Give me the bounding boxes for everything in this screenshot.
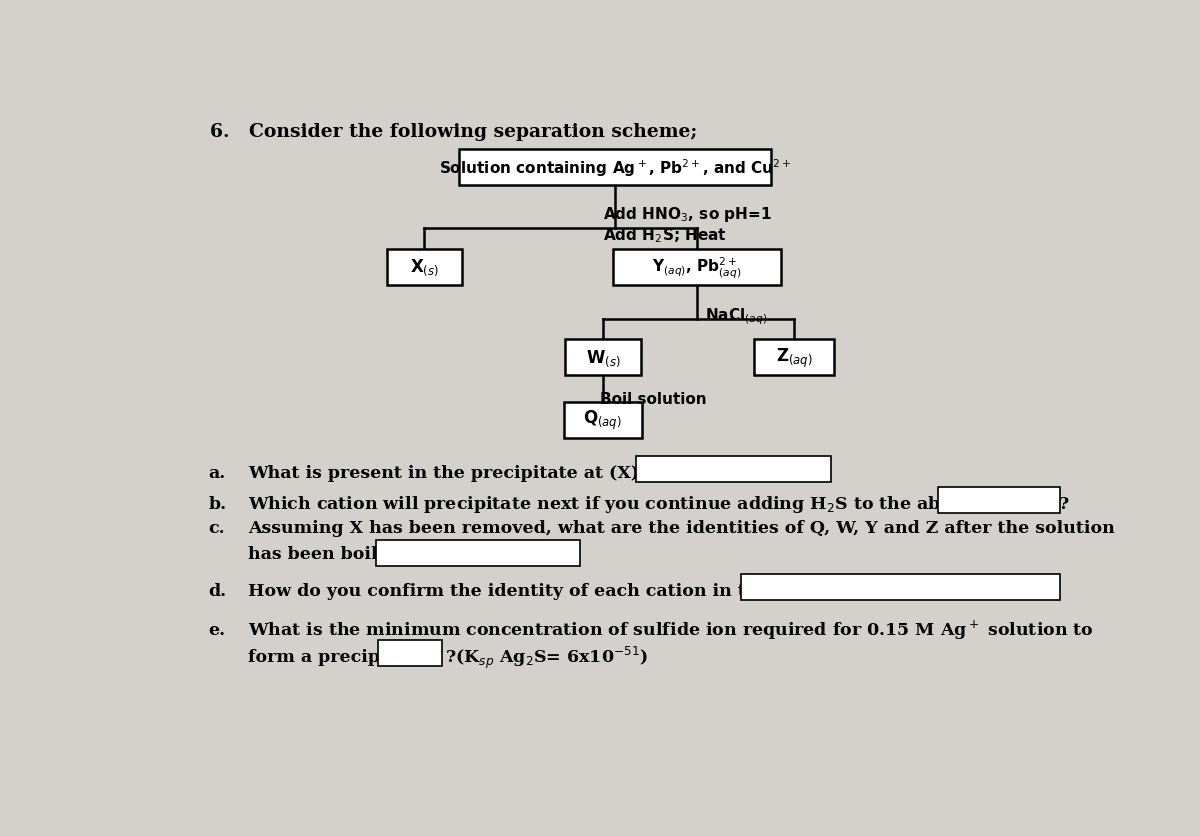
FancyBboxPatch shape xyxy=(565,339,641,376)
FancyBboxPatch shape xyxy=(636,457,830,482)
Text: W$_{(s)}$: W$_{(s)}$ xyxy=(586,348,620,368)
Text: ?(K$_{sp}$ Ag$_2$S= 6x10$^{-51}$): ?(K$_{sp}$ Ag$_2$S= 6x10$^{-51}$) xyxy=(445,644,648,670)
Text: b.: b. xyxy=(209,496,227,512)
Text: Z$_{(aq)}$: Z$_{(aq)}$ xyxy=(776,346,812,370)
FancyBboxPatch shape xyxy=(386,250,462,286)
FancyBboxPatch shape xyxy=(937,488,1061,513)
Text: e.: e. xyxy=(209,621,226,638)
Text: Add HNO$_3$, so pH=1
Add H$_2$S; Heat: Add HNO$_3$, so pH=1 Add H$_2$S; Heat xyxy=(602,205,772,245)
Text: What is present in the precipitate at (X)?: What is present in the precipitate at (X… xyxy=(247,465,649,482)
Text: How do you confirm the identity of each cation in the above solution?: How do you confirm the identity of each … xyxy=(247,583,928,599)
Text: Boil solution: Boil solution xyxy=(600,391,707,406)
Text: Assuming X has been removed, what are the identities of Q, W, Y and Z after the : Assuming X has been removed, what are th… xyxy=(247,519,1115,536)
Text: Y$_{(aq)}$, Pb$^{2+}_{(aq)}$: Y$_{(aq)}$, Pb$^{2+}_{(aq)}$ xyxy=(652,255,742,280)
Text: NaCl$_{(aq)}$: NaCl$_{(aq)}$ xyxy=(706,306,768,327)
FancyBboxPatch shape xyxy=(613,250,781,286)
FancyBboxPatch shape xyxy=(378,640,442,666)
Text: c.: c. xyxy=(209,519,226,536)
Text: What is the minimum concentration of sulfide ion required for 0.15 M Ag$^+$ solu: What is the minimum concentration of sul… xyxy=(247,618,1093,641)
Text: form a precipitate: form a precipitate xyxy=(247,649,425,665)
Text: X$_{(s)}$: X$_{(s)}$ xyxy=(410,257,439,278)
FancyBboxPatch shape xyxy=(458,150,772,186)
Text: Which cation will precipitate next if you continue adding H$_2$S to the above so: Which cation will precipitate next if yo… xyxy=(247,493,1069,514)
Text: Q$_{(aq)}$: Q$_{(aq)}$ xyxy=(583,409,623,432)
Text: has been boiled?: has been boiled? xyxy=(247,546,410,563)
Text: a.: a. xyxy=(209,465,226,482)
Text: Solution containing Ag$^+$, Pb$^{2+}$, and Cu$^{2+}$: Solution containing Ag$^+$, Pb$^{2+}$, a… xyxy=(439,157,791,179)
FancyBboxPatch shape xyxy=(376,541,580,566)
Text: 6.   Consider the following separation scheme;: 6. Consider the following separation sch… xyxy=(210,123,698,140)
FancyBboxPatch shape xyxy=(564,402,642,438)
FancyBboxPatch shape xyxy=(755,339,834,376)
FancyBboxPatch shape xyxy=(740,574,1061,600)
Text: d.: d. xyxy=(209,583,227,599)
